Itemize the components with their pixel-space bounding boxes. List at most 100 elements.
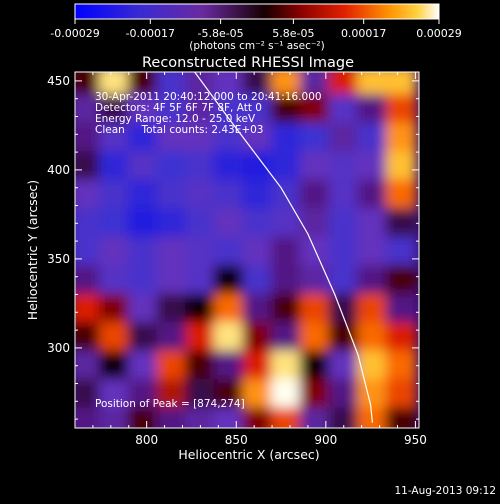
heatmap-cell [357,208,388,239]
heatmap-cell [99,122,130,154]
heatmap-cell [213,350,245,381]
heatmap-cell [185,293,216,324]
heatmap-cell [385,151,417,182]
heatmap-cell [271,208,302,239]
heatmap-cell [156,321,188,353]
x-axis-ticks: 800 850 900 950 [92,72,427,447]
heatmap-cell [299,151,331,182]
heatmap-cell [75,122,102,154]
heatmap-cell [271,94,302,125]
heatmap-cell [242,72,274,97]
heatmap-cell [242,321,274,353]
heatmap-cell [271,407,302,428]
heatmap-cell [75,378,102,410]
heatmap-cell [75,293,102,324]
heatmap-cell [185,407,216,428]
heatmap-cell [127,72,159,97]
heatmap-cell [156,208,188,239]
heatmap-cell [328,72,360,97]
heatmap-cell [271,378,302,410]
colorbar-tick-label: 0.00017 [341,27,387,40]
heatmap-cell [156,293,188,324]
heatmap-cell [328,407,360,428]
heatmap-cell [156,151,188,182]
heatmap-cell [185,321,216,353]
heatmap-cell [242,350,274,381]
heatmap-cell [75,407,102,428]
x-tick-label: 950 [404,433,427,447]
heatmap-cell [242,94,274,125]
heatmap-cell [75,236,102,268]
heatmap-cell [385,407,417,428]
heatmap-cell [299,122,331,154]
colorbar-tick-label: -0.00029 [50,27,99,40]
heatmap-cell [328,321,360,353]
heatmap-cell [357,236,388,268]
heatmap-cell [385,293,417,324]
heatmap-cell [185,265,216,296]
heatmap-cell [75,321,102,353]
heatmap-cell [213,378,245,410]
x-tick-label: 850 [225,433,248,447]
heatmap-cell [271,321,302,353]
heatmap-cell [299,407,331,428]
heatmap-cell [385,72,417,97]
heatmap-cell [185,179,216,211]
heatmap-cell [156,236,188,268]
heatmap-cell [99,293,130,324]
heatmap-cell [271,350,302,381]
heatmap-cell [385,321,417,353]
heatmap-cell [242,179,274,211]
heatmap-cell [156,265,188,296]
y-tick-label: 400 [47,163,70,177]
heatmap-cell [213,265,245,296]
heatmap-cell [127,407,159,428]
heatmap-cell [75,265,102,296]
heatmap-cell [242,208,274,239]
info-line-time: 30-Apr-2011 20:40:12.000 to 20:41:16.000 [95,91,322,103]
heatmap-cell [99,151,130,182]
heatmap-cell [127,179,159,211]
heatmap-cell [357,122,388,154]
heatmap-cell [127,236,159,268]
heatmap-cell [328,350,360,381]
heatmap-cell [127,122,159,154]
heatmap-cell [156,179,188,211]
heatmap-cell [328,151,360,182]
heatmap-cell [75,350,102,381]
heatmap-cell [299,236,331,268]
heatmap-cell [127,151,159,182]
heatmap-cell [75,179,102,211]
heatmap-cell [357,151,388,182]
heatmap-cell [75,151,102,182]
heatmap-cell [99,208,130,239]
heatmap-cell [156,407,188,428]
heatmap-cell [127,94,159,125]
heatmap-cell [299,321,331,353]
heatmap-cell [328,122,360,154]
heatmap-cell [75,208,102,239]
heatmap-cell [185,94,216,125]
heatmap-cell [299,179,331,211]
heatmap-cell [156,94,188,125]
heatmap-cell [99,265,130,296]
heatmap-cell [328,179,360,211]
heatmap-cell [299,94,331,125]
heatmap-cell [271,265,302,296]
colorbar-tick-label: -5.8e-05 [197,27,243,40]
solar-limb-line [193,72,373,423]
colorbar-unit-label: (photons cm⁻² s⁻¹ asec⁻²) [189,40,324,52]
y-tick-label: 450 [47,74,70,88]
heatmap-cell [99,321,130,353]
heatmap-cell [385,122,417,154]
colorbar-frame [74,3,440,20]
x-tick-label: 800 [135,433,158,447]
heatmap-cell [185,350,216,381]
y-tick-label: 300 [47,341,70,355]
heatmap-cell [213,151,245,182]
heatmap-cell [385,350,417,381]
heatmap-cell [213,236,245,268]
heatmap-cell [156,122,188,154]
heatmap-cell [213,208,245,239]
